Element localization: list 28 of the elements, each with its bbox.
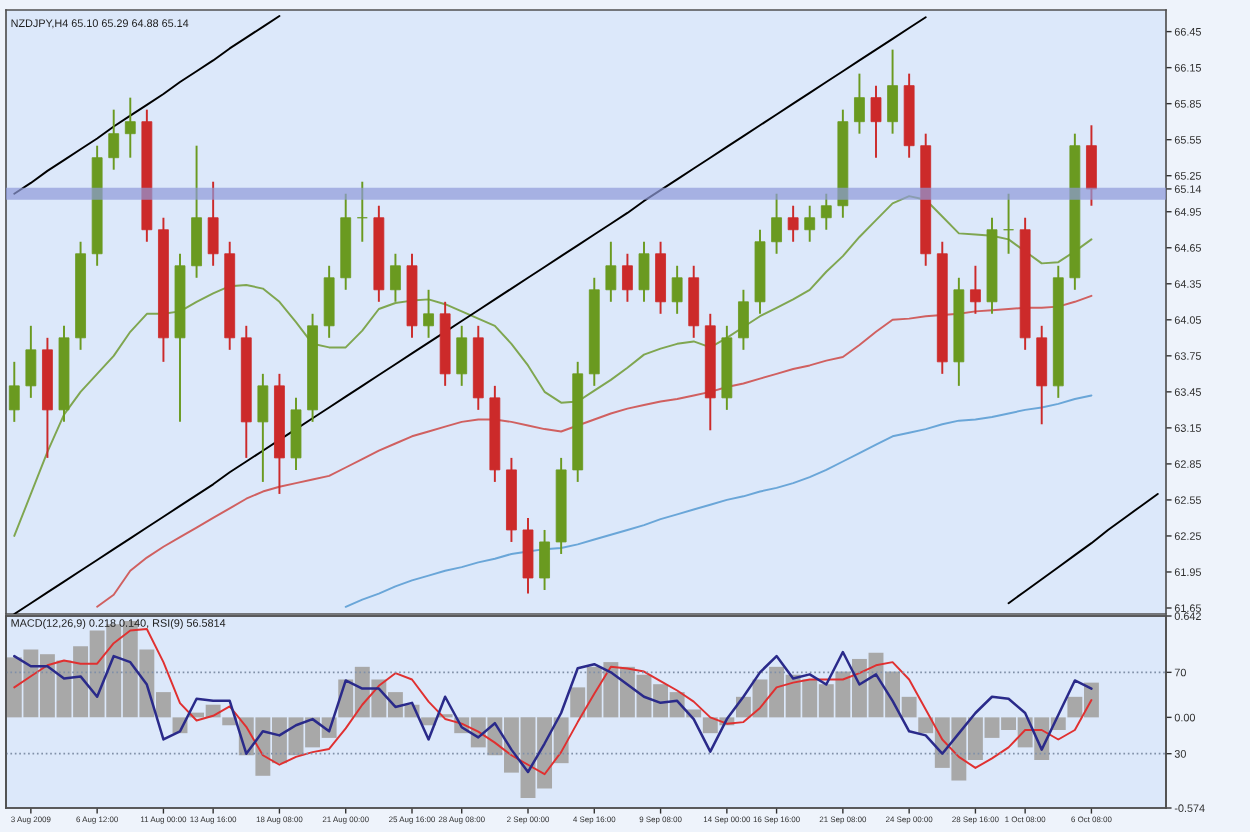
candlestick: [423, 288, 434, 339]
candlestick: [25, 324, 37, 399]
candlestick: [671, 264, 683, 315]
candlestick: [787, 204, 799, 243]
candlestick: [456, 324, 468, 387]
candlestick: [605, 240, 617, 303]
line-series: [96, 294, 1093, 608]
candlestick: [870, 84, 882, 159]
candlestick: [804, 204, 816, 243]
candlestick: [970, 264, 981, 315]
line-series: [344, 394, 1093, 608]
candlestick: [257, 372, 269, 483]
candlestick: [887, 48, 898, 135]
candlestick: [390, 252, 401, 303]
candlestick: [638, 240, 650, 303]
line-series: [13, 627, 1093, 776]
candlestick: [207, 180, 219, 267]
line-series: [13, 16, 927, 614]
candlestick: [854, 72, 865, 135]
candlestick: [738, 288, 749, 351]
candlestick: [124, 96, 136, 159]
candlestick: [622, 252, 633, 303]
line-series: [1007, 492, 1159, 605]
candlestick: [539, 528, 550, 591]
line-series: [13, 650, 1093, 774]
line-series: [13, 195, 1093, 537]
candlestick: [8, 360, 20, 423]
candlestick: [108, 108, 120, 171]
